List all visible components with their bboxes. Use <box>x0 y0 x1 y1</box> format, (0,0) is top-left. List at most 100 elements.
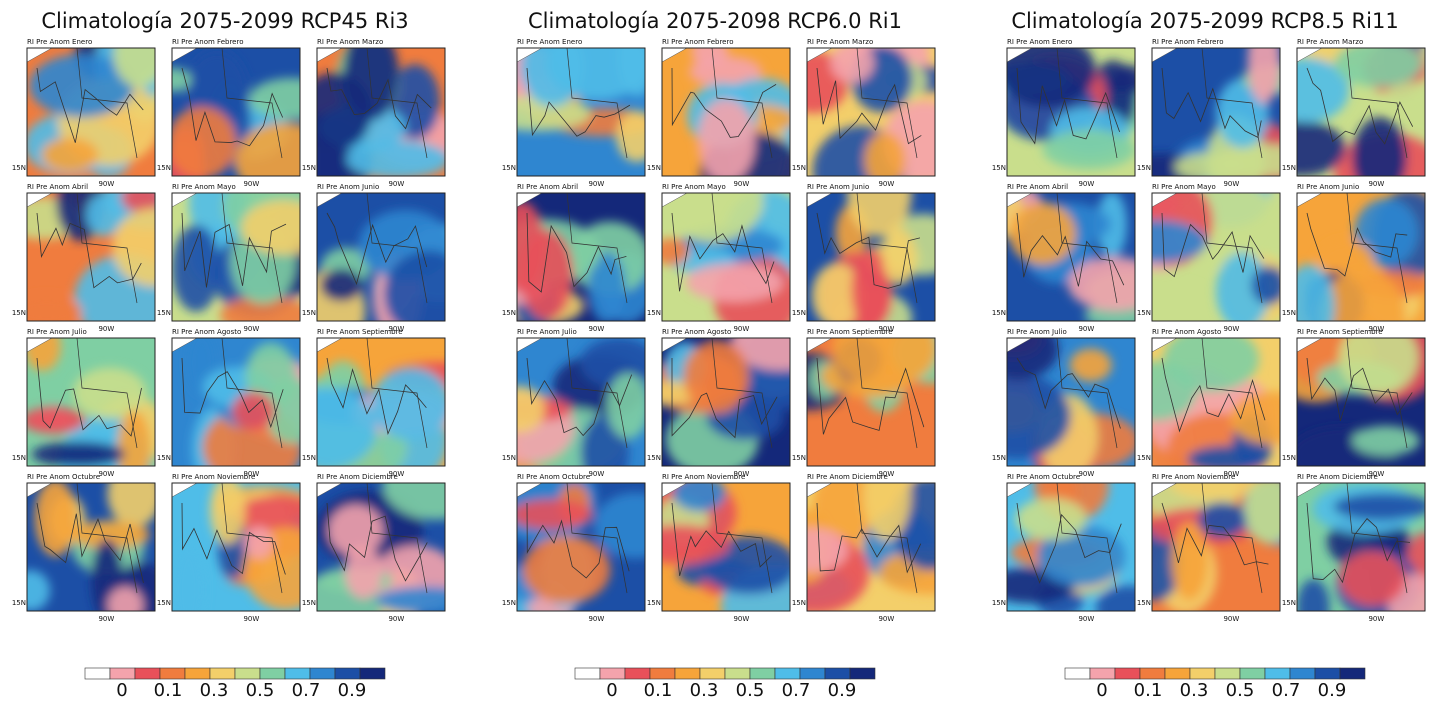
map-label: RI Pre Anom Febrero <box>1152 38 1224 46</box>
colorbar-box <box>1290 668 1315 679</box>
colorbar-tick-label: 0.7 <box>292 680 321 700</box>
map <box>269 338 496 485</box>
map-label: RI Pre Anom Marzo <box>1297 38 1363 46</box>
lon-label: 90W <box>1078 615 1094 623</box>
lat-label: 15N <box>792 164 806 172</box>
map-label: RI Pre Anom Abril <box>27 183 88 191</box>
map-label: RI Pre Anom Enero <box>1007 38 1072 46</box>
anomaly-blob <box>42 138 99 173</box>
lat-label: 15N <box>302 309 316 317</box>
lat-label: 15N <box>12 164 26 172</box>
anomaly-blob <box>698 99 755 183</box>
map <box>486 193 655 327</box>
lat-label: 15N <box>792 309 806 317</box>
lat-label: 15N <box>157 164 171 172</box>
map <box>1297 483 1443 635</box>
map-label: RI Pre Anom Noviembre <box>172 473 255 481</box>
map-label: RI Pre Anom Mayo <box>1152 183 1216 191</box>
anomaly-blob <box>375 586 478 614</box>
lon-label: 90W <box>1078 325 1094 333</box>
colorbar-box <box>235 668 260 679</box>
colorbar-box <box>775 668 800 679</box>
lat-label: 15N <box>502 164 516 172</box>
map-label: RI Pre Anom Agosto <box>662 328 731 336</box>
map <box>172 476 334 634</box>
colorbar-box <box>110 668 135 679</box>
lon-label: 90W <box>733 325 749 333</box>
lat-label: 15N <box>302 164 316 172</box>
colorbar-tick-label: 0.1 <box>154 680 183 700</box>
anomaly-blob <box>1174 153 1245 182</box>
lat-label: 15N <box>502 599 516 607</box>
map-label: RI Pre Anom Septiembre <box>1297 328 1383 336</box>
colorbar-tick-label: 0.9 <box>1318 680 1347 700</box>
colorbar-box <box>310 668 335 679</box>
colorbar-box <box>1265 668 1290 679</box>
lat-label: 15N <box>792 599 806 607</box>
lat-label: 15N <box>157 599 171 607</box>
colorbar-box <box>850 668 875 679</box>
anomaly-blob <box>232 392 275 431</box>
colorbar-tick-label: 0 <box>1096 680 1107 700</box>
figure: Climatología 2075-2099 RCP45 Ri3RI Pre A… <box>0 0 1450 700</box>
lat-label: 15N <box>302 454 316 462</box>
map-label: RI Pre Anom Diciembre <box>807 473 888 481</box>
colorbar-tick-label: 0 <box>606 680 617 700</box>
colorbar-box <box>260 668 285 679</box>
map-label: RI Pre Anom Marzo <box>317 38 383 46</box>
anomaly-blob <box>1043 130 1136 170</box>
map-label: RI Pre Anom Enero <box>517 38 582 46</box>
lat-label: 15N <box>1282 454 1296 462</box>
colorbar-tick-label: 0.3 <box>1180 680 1209 700</box>
map-label: RI Pre Anom Octubre <box>1007 473 1080 481</box>
colorbar-box <box>650 668 675 679</box>
map-label: RI Pre Anom Mayo <box>662 183 726 191</box>
lat-label: 15N <box>647 309 661 317</box>
map-label: RI Pre Anom Julio <box>1007 328 1067 336</box>
lon-label: 90W <box>588 615 604 623</box>
anomaly-blob <box>173 546 205 634</box>
colorbar-box <box>360 668 385 679</box>
map-label: RI Pre Anom Julio <box>27 328 87 336</box>
anomaly-blob <box>155 68 191 92</box>
map-label: RI Pre Anom Octubre <box>27 473 100 481</box>
anomaly-blob <box>113 24 165 87</box>
colorbar-box <box>750 668 775 679</box>
anomaly-blob <box>523 536 611 604</box>
lon-label: 90W <box>1368 615 1384 623</box>
colorbar-tick-label: 0.3 <box>690 680 719 700</box>
colorbar-box <box>1215 668 1240 679</box>
lon-label: 90W <box>388 180 404 188</box>
panel-title: Climatología 2075-2099 RCP8.5 Ri11 <box>1011 9 1398 33</box>
lon-label: 90W <box>243 325 259 333</box>
map-field <box>628 312 832 476</box>
anomaly-blob <box>328 505 383 556</box>
map-label: RI Pre Anom Junio <box>1297 183 1359 191</box>
colorbar-box <box>210 668 235 679</box>
lat-label: 15N <box>647 599 661 607</box>
colorbar-box <box>700 668 725 679</box>
map-label: RI Pre Anom Septiembre <box>317 328 403 336</box>
colorbar-tick-label: 0.5 <box>246 680 275 700</box>
lat-label: 15N <box>502 309 516 317</box>
colorbar-box <box>825 668 850 679</box>
map-label: RI Pre Anom Febrero <box>172 38 244 46</box>
lon-label: 90W <box>878 615 894 623</box>
colorbar-box <box>675 668 700 679</box>
colorbar-box <box>285 668 310 679</box>
lat-label: 15N <box>647 454 661 462</box>
colorbar-box <box>575 668 600 679</box>
lat-label: 15N <box>1137 599 1151 607</box>
lat-label: 15N <box>12 454 26 462</box>
anomaly-blob <box>1015 498 1086 540</box>
map-label: RI Pre Anom Septiembre <box>807 328 893 336</box>
anomaly-blob <box>510 499 592 530</box>
lat-label: 15N <box>647 164 661 172</box>
colorbar-tick-label: 0.1 <box>644 680 673 700</box>
lon-label: 90W <box>1078 180 1094 188</box>
anomaly-blob <box>1187 446 1264 473</box>
colorbar-tick-label: 0 <box>116 680 127 700</box>
lat-label: 15N <box>502 454 516 462</box>
anomaly-blob <box>172 225 221 312</box>
lat-label: 15N <box>792 454 806 462</box>
